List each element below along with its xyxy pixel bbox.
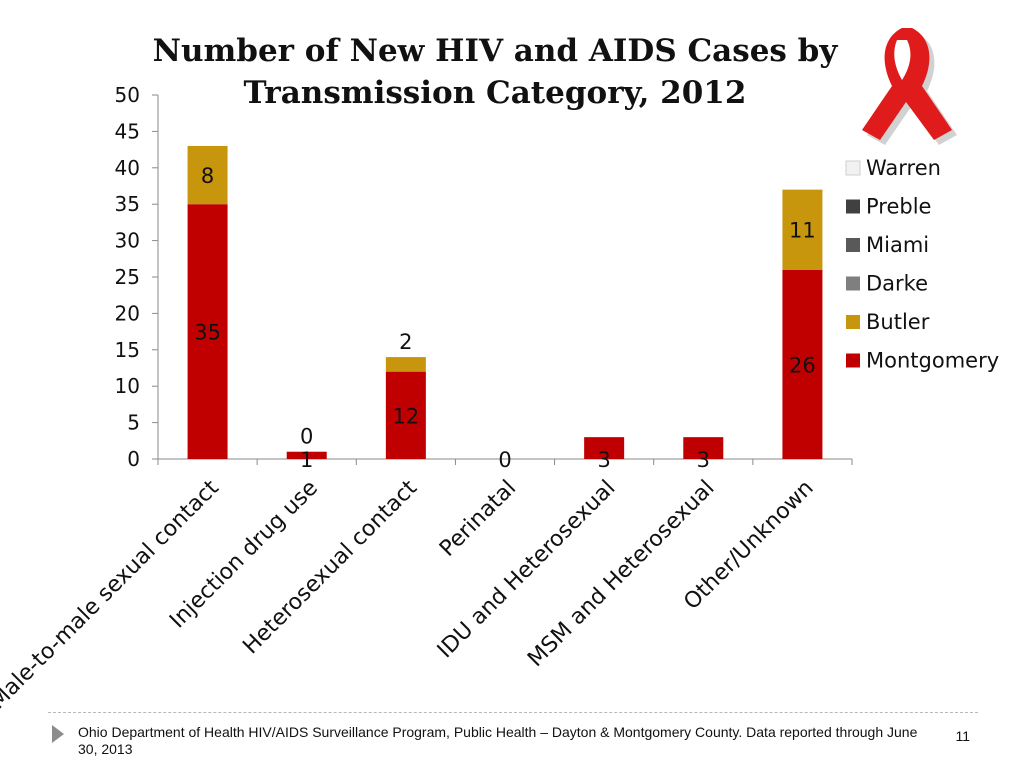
y-tick-label: 40 [115,156,140,180]
data-label: 0 [498,448,511,472]
bar-segment-montgomery [782,269,823,459]
legend-swatch [846,315,860,329]
chart-legend: Warren Preble Miami Darke Butler Montgomery [845,156,999,373]
page-number: 11 [955,728,970,744]
data-label: 1 [300,448,313,472]
data-label: 2 [399,330,412,354]
legend-swatch [846,238,860,252]
footer-arrow-icon [52,725,64,743]
bar-segment-montgomery [286,451,327,459]
data-label: 35 [194,321,221,345]
y-tick-label: 30 [115,229,140,253]
bar-segment-montgomery [187,204,228,459]
data-label: 8 [201,164,214,188]
footer-divider [48,712,978,713]
legend-label: Preble [866,195,931,219]
legend-label: Darke [866,272,928,296]
data-label: 11 [789,219,816,243]
legend-label: Warren [866,156,941,180]
y-tick-label: 25 [115,265,140,289]
bar-segment-butler [385,357,426,372]
y-tick-label: 10 [115,374,140,398]
chart-title-line: Number of New HIV and AIDS Cases by [152,33,838,69]
x-category-label: MSM and Heterosexual [523,476,719,672]
legend-label: Butler [866,310,930,334]
y-tick-label: 35 [115,192,140,216]
legend-swatch [846,199,860,214]
legend-swatch [846,353,860,368]
data-label: 26 [789,353,816,377]
bar-segment-montgomery [584,437,625,459]
chart-bars [187,145,823,459]
bar-segment-butler [782,189,823,270]
footer-source-text: Ohio Department of Health HIV/AIDS Surve… [78,724,918,757]
y-tick-label: 45 [115,119,140,143]
x-category-label: Heterosexual contact [238,475,422,659]
data-label: 12 [392,404,419,428]
legend-label: Miami [866,233,929,257]
legend-swatch [846,276,860,291]
x-category-label: IDU and Heterosexual [433,476,621,664]
chart-title: Number of New HIV and AIDS Cases by Tran… [130,30,860,114]
bar-segment-montgomery [385,371,426,459]
data-label: 3 [697,448,710,472]
bar-segment-butler [187,145,228,205]
y-tick-label: 0 [127,447,140,471]
y-tick-label: 15 [115,338,140,362]
legend-label: Montgomery [866,349,999,373]
chart-title-line: Transmission Category, 2012 [243,75,747,111]
bar-segment-montgomery [683,437,724,459]
y-tick-label: 50 [115,83,140,107]
data-label: 0 [300,425,313,449]
legend-swatch [845,160,861,176]
data-label: 3 [597,448,610,472]
awareness-ribbon-icon [862,28,957,145]
y-tick-label: 5 [127,411,140,435]
x-category-label: Perinatal [435,476,521,562]
y-tick-label: 20 [115,301,140,325]
